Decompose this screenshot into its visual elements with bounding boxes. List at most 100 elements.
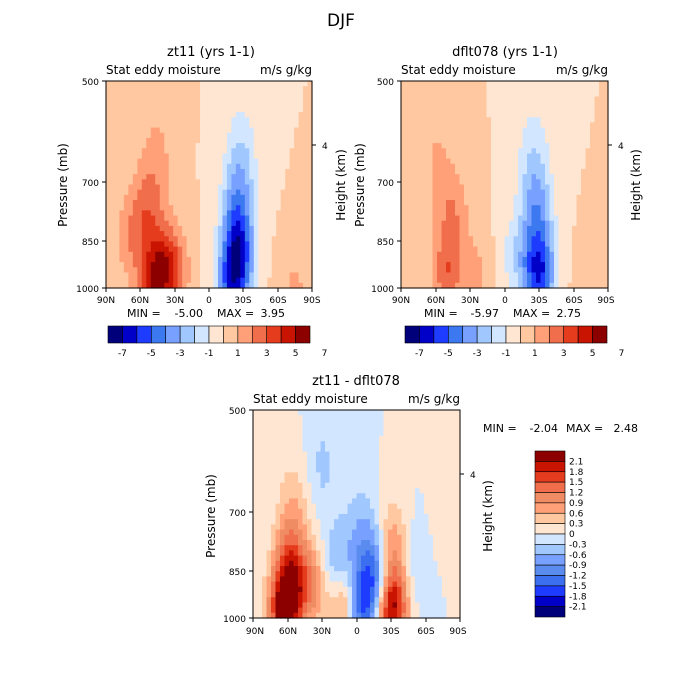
heatmap-cell — [545, 112, 551, 118]
heatmap-cell — [311, 519, 317, 525]
heatmap-cell — [231, 106, 237, 113]
heatmap-cell — [549, 210, 555, 217]
heatmap-cell — [226, 241, 232, 248]
heatmap-cell — [285, 158, 291, 165]
heatmap-cell — [249, 106, 255, 113]
heatmap-cell — [249, 189, 255, 196]
heatmap-cell — [370, 456, 376, 463]
heatmap-cell — [594, 200, 600, 206]
heatmap-cell — [383, 425, 389, 432]
heatmap-cell — [437, 529, 443, 536]
heatmap-cell — [419, 425, 425, 432]
heatmap-cell — [128, 282, 134, 289]
heatmap-cell — [549, 267, 555, 274]
heatmap-cell — [576, 184, 582, 191]
heatmap-cell — [204, 277, 210, 284]
heatmap-cell — [258, 179, 264, 186]
heatmap-cell — [513, 96, 519, 103]
heatmap-cell — [500, 256, 506, 263]
heatmap-cell — [491, 200, 497, 206]
heatmap-cell — [146, 132, 152, 139]
heatmap-cell — [468, 86, 474, 92]
heatmap-cell — [168, 122, 174, 129]
heatmap-cell — [504, 210, 510, 217]
heatmap-cell — [137, 163, 143, 170]
heatmap-cell — [271, 236, 277, 243]
heatmap-cell — [285, 189, 291, 196]
heatmap-cell — [280, 117, 286, 123]
heatmap-cell — [383, 540, 389, 546]
heatmap-cell — [146, 143, 152, 149]
heatmap-cell — [459, 262, 465, 268]
heatmap-cell — [405, 91, 411, 98]
heatmap-cell — [554, 168, 560, 175]
heatmap-cell — [150, 246, 156, 253]
heatmap-cell — [347, 498, 353, 505]
heatmap-cell — [401, 415, 407, 421]
heatmap-cell — [455, 482, 461, 489]
heatmap-cell — [249, 81, 255, 87]
heatmap-cell — [217, 231, 224, 237]
heatmap-cell — [244, 143, 250, 149]
heatmap-cell — [549, 277, 555, 284]
heatmap-cell — [316, 482, 322, 489]
heatmap-cell — [253, 540, 259, 546]
heatmap-cell — [316, 540, 322, 546]
heatmap-cell — [289, 282, 295, 289]
heatmap-cell — [244, 262, 250, 268]
heatmap-cell — [280, 122, 286, 129]
heatmap-cell — [195, 96, 201, 103]
heatmap-cell — [545, 91, 551, 98]
heatmap-cell — [603, 251, 609, 258]
heatmap-cell — [182, 189, 188, 196]
heatmap-cell — [558, 153, 564, 160]
heatmap-cell — [110, 158, 116, 165]
heatmap-cell — [504, 184, 510, 191]
heatmap-cell — [504, 205, 510, 211]
heatmap-cell — [410, 277, 416, 284]
x-tick-label: 30S — [530, 296, 547, 306]
heatmap-cell — [437, 524, 443, 531]
heatmap-cell — [482, 236, 488, 243]
heatmap-cell — [253, 420, 259, 427]
heatmap-cell — [302, 467, 308, 473]
heatmap-cell — [549, 215, 555, 222]
heatmap-cell — [271, 158, 277, 165]
heatmap-cell — [450, 132, 456, 139]
heatmap-cell — [195, 215, 201, 222]
heatmap-cell — [536, 210, 542, 217]
heatmap-cell — [392, 451, 398, 458]
heatmap-cell — [370, 503, 376, 510]
heatmap-cell — [132, 153, 138, 160]
heatmap-cell — [173, 194, 179, 201]
heatmap-cell — [549, 91, 555, 98]
heatmap-cell — [468, 184, 474, 191]
heatmap-cell — [280, 106, 286, 113]
y-tick-label: 500 — [82, 78, 99, 88]
heatmap-cell — [137, 106, 143, 113]
heatmap-cell — [173, 132, 179, 139]
heatmap-cell — [173, 137, 179, 144]
heatmap-cell — [182, 143, 188, 149]
heatmap-cell — [177, 251, 183, 258]
heatmap-cell — [289, 482, 295, 489]
heatmap-cell — [329, 451, 335, 458]
heatmap-cell — [383, 451, 389, 458]
heatmap-cell — [119, 81, 125, 87]
heatmap-cell — [590, 236, 596, 243]
heatmap-cell — [509, 241, 515, 248]
heatmap-cell — [209, 137, 215, 144]
heatmap-cell — [226, 200, 232, 206]
heatmap-cell — [581, 153, 587, 160]
heatmap-cell — [495, 241, 501, 248]
heatmap-cell — [594, 179, 600, 186]
heatmap-cell — [405, 236, 411, 243]
heatmap-cell — [325, 529, 331, 536]
heatmap-cell — [419, 137, 425, 144]
heatmap-cell — [576, 117, 582, 123]
heatmap-cell — [379, 503, 385, 510]
heatmap-cell — [397, 503, 403, 510]
heatmap-cell — [262, 236, 268, 243]
heatmap-cell — [294, 101, 300, 108]
heatmap-cell — [343, 508, 349, 515]
